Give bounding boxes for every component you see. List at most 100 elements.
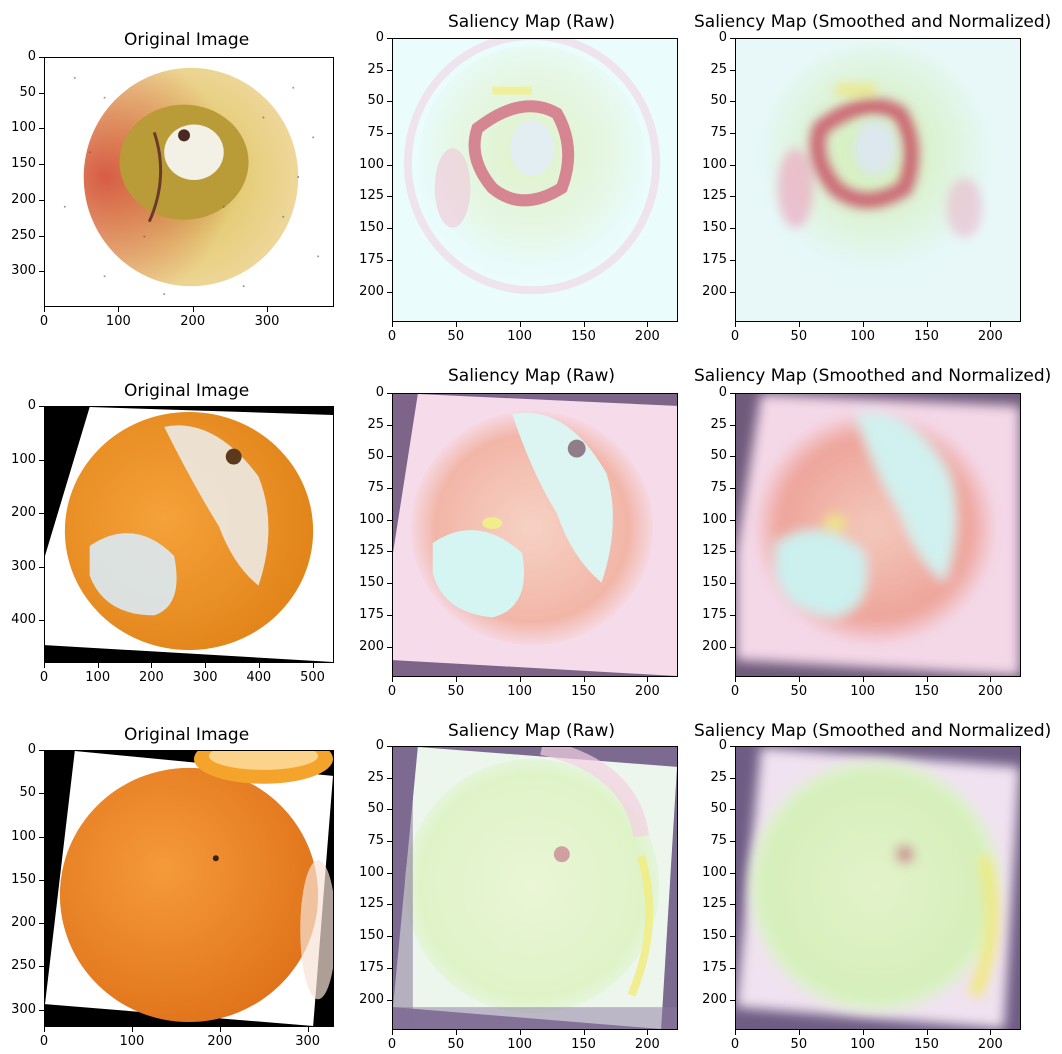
x-tick-label: 0 bbox=[730, 329, 740, 344]
y-tick-mark bbox=[730, 967, 735, 969]
y-tick-mark bbox=[387, 583, 392, 585]
y-tick-mark bbox=[39, 57, 44, 58]
y-tick-mark bbox=[730, 101, 735, 103]
y-tick-mark bbox=[730, 259, 735, 261]
y-tick-mark bbox=[730, 424, 735, 426]
x-tick-label: 200 bbox=[977, 329, 1003, 344]
y-tick-label: 50 bbox=[367, 93, 384, 109]
x-tick-label: 500 bbox=[300, 670, 325, 685]
y-tick-label: 200 bbox=[359, 283, 384, 299]
x-tick-mark bbox=[455, 1030, 457, 1035]
y-tick-mark bbox=[39, 966, 44, 968]
y-tick-label: 200 bbox=[702, 991, 727, 1007]
y-tick-label: 50 bbox=[367, 801, 384, 817]
x-tick-label: 100 bbox=[85, 670, 111, 685]
y-tick-label: 150 bbox=[359, 220, 384, 236]
x-tick-mark bbox=[990, 322, 992, 327]
x-tick-mark bbox=[519, 322, 521, 327]
y-tick-label: 100 bbox=[702, 156, 727, 172]
y-tick-mark bbox=[730, 519, 735, 521]
y-tick-mark bbox=[39, 235, 44, 237]
y-tick-label: 100 bbox=[11, 120, 36, 136]
y-tick-label: 100 bbox=[359, 511, 384, 527]
y-tick-label: 200 bbox=[359, 991, 384, 1007]
panel-title: Saliency Map (Raw) bbox=[448, 12, 616, 32]
y-tick-mark bbox=[730, 393, 735, 394]
y-tick-label: 200 bbox=[11, 191, 36, 207]
y-tick-mark bbox=[387, 164, 392, 166]
x-tick-mark bbox=[44, 307, 45, 312]
y-tick-mark bbox=[387, 841, 392, 843]
x-tick-label: 100 bbox=[507, 1037, 533, 1052]
panel-title: Saliency Map (Smoothed and Normalized) bbox=[694, 12, 1052, 32]
x-tick-mark bbox=[131, 1027, 133, 1032]
y-tick-mark bbox=[39, 1009, 44, 1011]
y-tick-label: 150 bbox=[702, 575, 727, 591]
y-tick-label: 0 bbox=[375, 30, 384, 45]
x-tick-mark bbox=[118, 307, 120, 312]
y-tick-mark bbox=[730, 841, 735, 843]
y-tick-label: 25 bbox=[710, 61, 727, 77]
x-tick-mark bbox=[735, 322, 736, 327]
x-tick-mark bbox=[798, 1030, 800, 1035]
y-tick-label: 75 bbox=[710, 480, 727, 496]
y-tick-mark bbox=[387, 904, 392, 906]
y-tick-label: 75 bbox=[367, 480, 384, 496]
x-tick-label: 50 bbox=[790, 329, 808, 344]
x-tick-label: 100 bbox=[119, 1034, 145, 1049]
x-tick-mark bbox=[392, 677, 393, 682]
x-tick-mark bbox=[583, 322, 585, 327]
x-tick-mark bbox=[862, 677, 864, 682]
y-tick-label: 150 bbox=[702, 928, 727, 944]
y-tick-label: 200 bbox=[702, 638, 727, 654]
x-tick-label: 0 bbox=[39, 314, 49, 329]
y-tick-label: 200 bbox=[11, 915, 36, 931]
original-apple-image bbox=[44, 57, 334, 307]
y-tick-mark bbox=[387, 936, 392, 938]
x-tick-mark bbox=[735, 677, 736, 682]
x-tick-label: 0 bbox=[39, 670, 49, 685]
y-tick-mark bbox=[730, 999, 735, 1001]
y-tick-mark bbox=[730, 456, 735, 458]
y-tick-label: 0 bbox=[27, 49, 36, 64]
saliency-smooth-apple-image bbox=[735, 38, 1021, 322]
y-tick-mark bbox=[730, 777, 735, 779]
y-tick-label: 200 bbox=[11, 505, 36, 521]
y-tick-mark bbox=[39, 879, 44, 881]
x-tick-mark bbox=[926, 1030, 928, 1035]
y-tick-mark bbox=[387, 967, 392, 969]
y-tick-label: 100 bbox=[11, 451, 36, 467]
y-tick-label: 250 bbox=[11, 958, 36, 974]
y-tick-label: 0 bbox=[718, 385, 727, 400]
panel-title: Saliency Map (Smoothed and Normalized) bbox=[694, 721, 1052, 741]
saliency-smooth-orange-image bbox=[735, 746, 1021, 1030]
x-tick-label: 150 bbox=[571, 684, 596, 699]
y-tick-label: 0 bbox=[375, 385, 384, 400]
x-tick-label: 100 bbox=[850, 1037, 876, 1052]
y-tick-label: 75 bbox=[367, 833, 384, 849]
y-tick-mark bbox=[387, 999, 392, 1001]
x-tick-mark bbox=[44, 663, 45, 668]
x-tick-label: 100 bbox=[850, 329, 876, 344]
y-tick-mark bbox=[730, 614, 735, 616]
x-tick-mark bbox=[205, 663, 207, 668]
y-tick-mark bbox=[387, 614, 392, 616]
y-tick-mark bbox=[730, 936, 735, 938]
x-tick-label: 50 bbox=[790, 1037, 808, 1052]
y-tick-label: 175 bbox=[359, 251, 384, 267]
y-tick-mark bbox=[387, 196, 392, 198]
y-tick-label: 175 bbox=[702, 251, 727, 267]
x-tick-mark bbox=[990, 677, 992, 682]
y-tick-label: 75 bbox=[367, 125, 384, 141]
y-tick-label: 300 bbox=[11, 558, 36, 574]
y-tick-mark bbox=[39, 406, 44, 407]
y-tick-label: 150 bbox=[702, 220, 727, 236]
saliency-raw-orange-image bbox=[392, 746, 678, 1030]
y-tick-mark bbox=[387, 488, 392, 490]
y-tick-label: 200 bbox=[359, 638, 384, 654]
x-tick-mark bbox=[735, 1030, 736, 1035]
x-tick-mark bbox=[519, 1030, 521, 1035]
y-tick-label: 150 bbox=[11, 871, 36, 887]
x-tick-label: 200 bbox=[977, 684, 1003, 699]
x-tick-mark bbox=[44, 1027, 45, 1032]
